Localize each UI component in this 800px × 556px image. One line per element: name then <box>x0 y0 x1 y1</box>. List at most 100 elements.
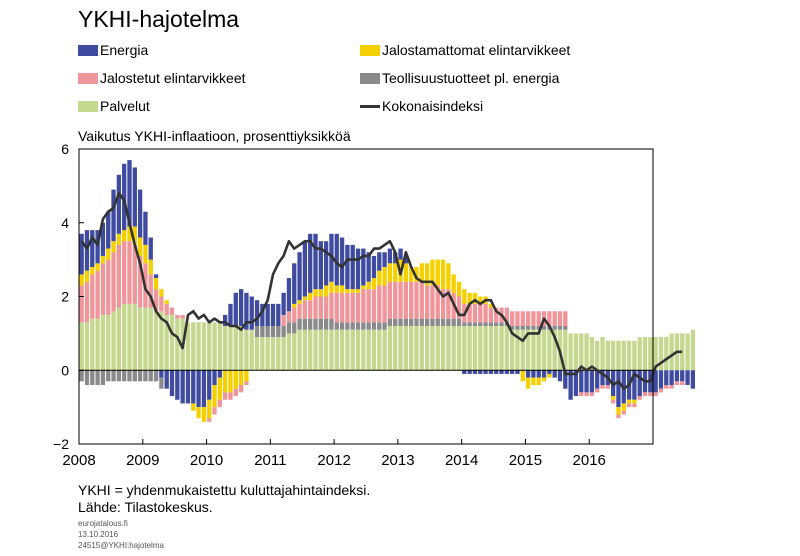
bar-segment <box>488 370 494 374</box>
bar-segment <box>499 370 504 374</box>
bar-segment <box>292 322 297 334</box>
bar-segment <box>621 410 626 415</box>
bar-segment <box>531 370 536 378</box>
bar-segment <box>207 370 212 400</box>
bar-segment <box>90 230 95 267</box>
bar-segment <box>541 326 547 330</box>
bar-segment <box>100 314 106 371</box>
bar-segment <box>260 303 265 326</box>
bar-segment <box>494 326 499 371</box>
bar-segment <box>164 370 169 389</box>
x-tick-label: 2009 <box>126 452 159 469</box>
bar-segment <box>244 329 249 371</box>
legend-line-kokonaisindeksi <box>360 105 380 108</box>
bar-segment <box>531 311 536 326</box>
bar-segment <box>148 274 153 308</box>
bar-segment <box>217 377 222 400</box>
bar-segment <box>531 326 536 330</box>
bar-segment <box>361 248 366 286</box>
bar-segment <box>568 333 573 371</box>
bar-segment <box>302 300 308 319</box>
bar-segment <box>329 292 334 319</box>
bar-segment <box>488 307 494 323</box>
bar-segment <box>669 385 674 389</box>
bar-segment <box>79 285 84 323</box>
bar-segment <box>552 329 557 371</box>
bar-segment <box>440 326 446 371</box>
bar-segment <box>536 326 541 330</box>
bar-segment <box>122 241 127 304</box>
bar-segment <box>318 318 323 330</box>
bar-segment <box>648 337 653 371</box>
bar-segment <box>387 281 393 319</box>
bar-segment <box>610 340 616 371</box>
bar-segment <box>467 292 472 304</box>
bar-segment <box>217 322 222 371</box>
bar-segment <box>610 399 616 404</box>
bar-segment <box>292 263 297 304</box>
bar-segment <box>159 311 164 371</box>
bar-segment <box>409 281 414 319</box>
bar-segment <box>478 296 483 304</box>
bar-segment <box>318 241 323 290</box>
bar-segment <box>547 311 552 326</box>
bar-segment <box>345 292 350 323</box>
y-tick-label: 0 <box>61 362 69 378</box>
bar-segment <box>95 230 100 264</box>
bar-segment <box>122 303 127 371</box>
bar-segment <box>297 318 302 330</box>
bar-segment <box>573 370 579 397</box>
bar-segment <box>238 370 244 385</box>
bar-segment <box>276 303 281 326</box>
bar-segment <box>525 311 531 326</box>
bar-segment <box>292 333 297 371</box>
bar-segment <box>403 318 409 326</box>
bar-segment <box>297 300 302 304</box>
bar-segment <box>355 329 361 371</box>
bar-segment <box>674 381 680 385</box>
bar-segment <box>164 300 169 304</box>
bar-segment <box>244 370 249 382</box>
bar-segment <box>132 226 137 245</box>
bar-segment <box>600 385 605 389</box>
bar-segment <box>169 314 175 371</box>
legend-swatch-palvelut <box>78 101 98 112</box>
bar-segment <box>430 318 435 326</box>
bar-segment <box>339 285 345 293</box>
bar-segment <box>525 326 531 330</box>
total-index-polyline <box>80 192 683 391</box>
bar-segment <box>382 252 387 267</box>
bar-segment <box>685 370 690 385</box>
bar-segment <box>552 311 557 326</box>
bar-segment <box>595 370 600 389</box>
bar-segment <box>345 244 350 290</box>
bar-segment <box>387 326 393 371</box>
bar-segment <box>616 340 621 371</box>
bar-segment <box>191 322 196 371</box>
bar-segment <box>525 377 531 389</box>
bar-segment <box>137 370 143 382</box>
bar-segment <box>515 311 520 326</box>
bar-segment <box>238 385 244 393</box>
bar-segment <box>584 392 589 397</box>
bar-segment <box>472 370 478 374</box>
bar-segment <box>382 267 387 286</box>
bar-segment <box>626 399 632 404</box>
bar-segment <box>664 370 669 385</box>
bar-segment <box>297 329 302 371</box>
bar-segment <box>148 259 153 275</box>
bar-segment <box>249 296 254 330</box>
bar-segment <box>377 252 382 271</box>
bar-segment <box>201 407 207 422</box>
bar-segment <box>132 167 137 227</box>
bar-segment <box>499 322 504 326</box>
bar-segment <box>552 326 557 330</box>
bar-segment <box>302 318 308 330</box>
bar-segment <box>377 329 382 371</box>
bar-segment <box>467 322 472 326</box>
bar-segment <box>334 329 339 371</box>
bar-segment <box>207 322 212 371</box>
bar-segment <box>238 289 244 326</box>
bar-segment <box>403 281 409 319</box>
bar-segment <box>223 392 228 400</box>
